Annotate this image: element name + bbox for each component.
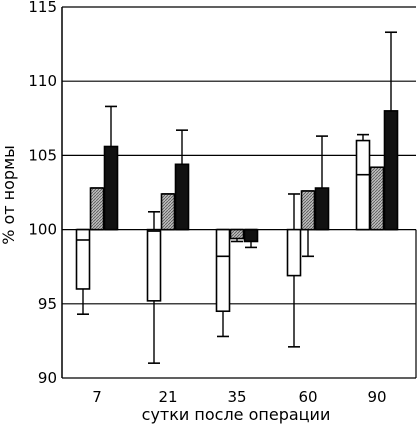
bar-s1-90 (369, 166, 385, 231)
bar-s2-60 (314, 187, 330, 231)
bar-s0-90 (355, 139, 371, 231)
y-tick-label-95: 95 (38, 295, 57, 313)
bars (75, 31, 399, 364)
bar-s1-35 (229, 228, 245, 240)
y-tick-label-105: 105 (28, 146, 57, 164)
x-tick-label-7: 7 (92, 388, 102, 406)
x-tick-label-35: 35 (227, 388, 246, 406)
bar-s2-35 (243, 228, 259, 243)
axes (61, 7, 417, 378)
bar-s2-7 (103, 145, 119, 231)
y-tick-label-110: 110 (28, 72, 57, 90)
bar-s0-35 (215, 228, 231, 313)
bar-s1-21 (160, 193, 176, 231)
x-tick-label-60: 60 (298, 388, 317, 406)
bar-s0-60 (286, 228, 302, 277)
y-tick-label-100: 100 (28, 221, 57, 239)
x-tick-label-90: 90 (367, 388, 386, 406)
y-axis-title: % от нормы (0, 145, 18, 245)
bar-s1-60 (300, 190, 316, 231)
y-tick-label-115: 115 (28, 0, 57, 16)
bar-s0-21 (146, 228, 162, 302)
tick-labels: 90 95 100 105 110 115 7 21 35 60 90 (28, 0, 386, 406)
bar-s0-7 (75, 228, 91, 290)
x-tick-label-21: 21 (158, 388, 177, 406)
y-tick-label-90: 90 (38, 369, 57, 387)
bar-s1-7 (89, 187, 105, 231)
bar-s2-90 (383, 110, 399, 231)
x-axis-title: сутки после операции (142, 405, 331, 424)
bar-s2-21 (174, 163, 190, 231)
